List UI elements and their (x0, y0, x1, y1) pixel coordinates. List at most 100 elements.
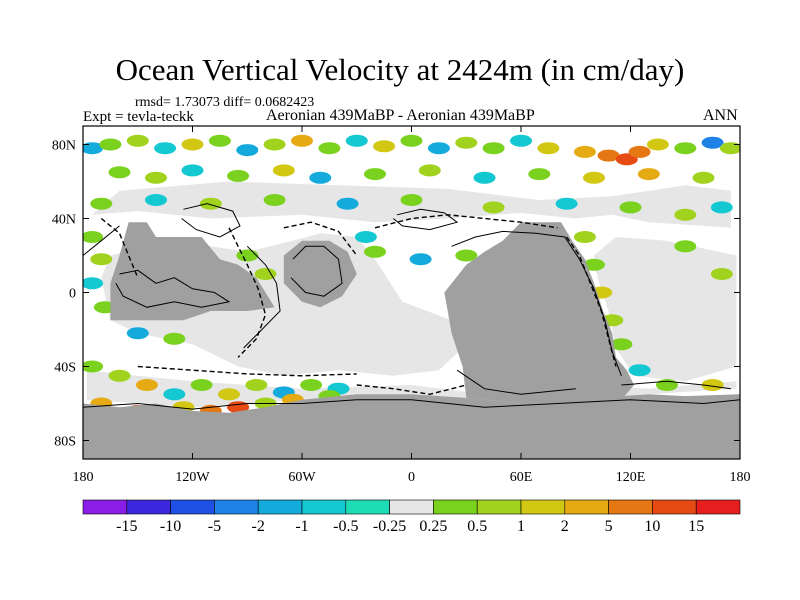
anomaly-cell (674, 142, 697, 155)
anomaly-cell (364, 245, 386, 258)
colorbar-swatch (476, 499, 522, 515)
anomaly-cell (163, 332, 186, 345)
anomaly-cell (83, 360, 104, 373)
anomaly-cell (336, 197, 359, 210)
x-tick-label: 120E (616, 470, 646, 485)
anomaly-cell (227, 169, 250, 182)
coastline (83, 399, 740, 410)
colorbar-swatch (345, 499, 390, 515)
x-tick-label: 180 (73, 470, 94, 485)
anomaly-cell (145, 171, 167, 184)
colorbar-swatch (82, 499, 128, 515)
anomaly-cell (610, 338, 633, 351)
anomaly-cell (482, 201, 505, 214)
axis-ticks: 180 120W 60W 0 60E 120E 180 80N 40N 0 40S 80S (52, 126, 751, 485)
period-label: Aeronian 439MaBP - Aeronian 439MaBP (266, 107, 535, 124)
anomaly-cell (83, 277, 104, 290)
dashed-contour (228, 227, 267, 358)
colorbar-swatch (301, 499, 347, 515)
colorbar-label: 1 (517, 518, 525, 535)
anomaly-layer (83, 134, 740, 419)
coastline (290, 245, 343, 297)
map-field (83, 126, 740, 459)
colorbar-swatch (257, 499, 303, 515)
anomaly-cell (291, 134, 313, 147)
colorbar-swatch (564, 499, 609, 515)
stats-label: rmsd= 1.73073 diff= 0.0682423 (135, 95, 315, 110)
anomaly-cell (628, 145, 651, 158)
anomaly-cell (154, 142, 177, 155)
dashed-contour (100, 217, 139, 278)
anomaly-cell (583, 258, 605, 271)
x-tick-label: 0 (408, 470, 415, 485)
land-west-continent (110, 222, 275, 321)
anomaly-cell (373, 140, 396, 153)
anomaly-cell (510, 134, 532, 147)
anomaly-cell (482, 142, 505, 155)
anomaly-cell (83, 231, 104, 243)
anomaly-cell (573, 231, 596, 243)
anomaly-cell (719, 142, 740, 155)
colorbar-swatch (608, 499, 653, 515)
anomaly-cell (583, 171, 605, 184)
anomaly-cell (710, 268, 733, 280)
anomaly-cell (418, 164, 441, 177)
anomaly-cell (473, 171, 496, 184)
colorbar-label: -10 (160, 518, 181, 535)
anomaly-cell (126, 134, 149, 147)
colorbar-label: 10 (644, 518, 660, 535)
anomaly-cell (345, 134, 368, 147)
colorbar-label: -1 (295, 518, 308, 535)
colorbar-swatch (389, 499, 434, 515)
anomaly-cell (236, 144, 259, 157)
coastline (83, 225, 120, 256)
anomaly-cell (145, 194, 167, 206)
colorbar-label: -0.5 (333, 518, 358, 535)
dashed-contour (283, 221, 358, 256)
land-layer (83, 222, 740, 459)
y-tick-label: 80N (52, 139, 76, 154)
coastline (392, 208, 459, 231)
anomaly-cell (701, 136, 724, 149)
coastline (451, 230, 622, 376)
colorbar-label: 5 (605, 518, 613, 535)
anomaly-cell (318, 142, 341, 155)
anomaly-cell (126, 327, 149, 340)
anomaly-cell (90, 197, 113, 210)
colorbar-label: 0.5 (467, 518, 487, 535)
anomaly-cell (300, 379, 323, 391)
x-tick-label: 120W (175, 470, 210, 485)
colorbar-label: 15 (688, 518, 704, 535)
coastline-layer (83, 203, 740, 410)
land-east-continent (444, 222, 635, 404)
y-tick-label: 40N (52, 213, 76, 228)
dashed-contour (137, 365, 357, 377)
anomaly-cell (309, 171, 332, 184)
dashed-contour (356, 384, 467, 396)
colorbar-label: -0.25 (373, 518, 406, 535)
anomaly-cell (90, 253, 113, 266)
anomaly-cell (181, 164, 204, 177)
experiment-label: Expt = tevla-teckk (83, 109, 194, 125)
y-tick-label: 40S (54, 361, 76, 376)
colorbar-label: -2 (252, 518, 265, 535)
anomaly-cell (364, 168, 386, 181)
anomaly-cell (628, 364, 651, 377)
anomaly-cell (108, 369, 131, 382)
colorbar-swatch (652, 499, 697, 515)
anomaly-cell (135, 379, 158, 391)
x-tick-label: 180 (730, 470, 751, 485)
anomaly-cell (236, 249, 259, 262)
anomaly-cell (692, 171, 715, 184)
dashed-contour-layer (100, 214, 617, 396)
anomaly-cell (400, 194, 423, 206)
colorbar-label: 2 (561, 518, 569, 535)
anomaly-cell (710, 201, 733, 214)
anomaly-cell (254, 268, 277, 280)
anomaly-cell (619, 201, 642, 214)
anomaly-cell (455, 136, 478, 149)
coastline (181, 203, 241, 238)
y-tick-label: 80S (54, 435, 76, 450)
colorbar-label: 0.25 (419, 518, 447, 535)
